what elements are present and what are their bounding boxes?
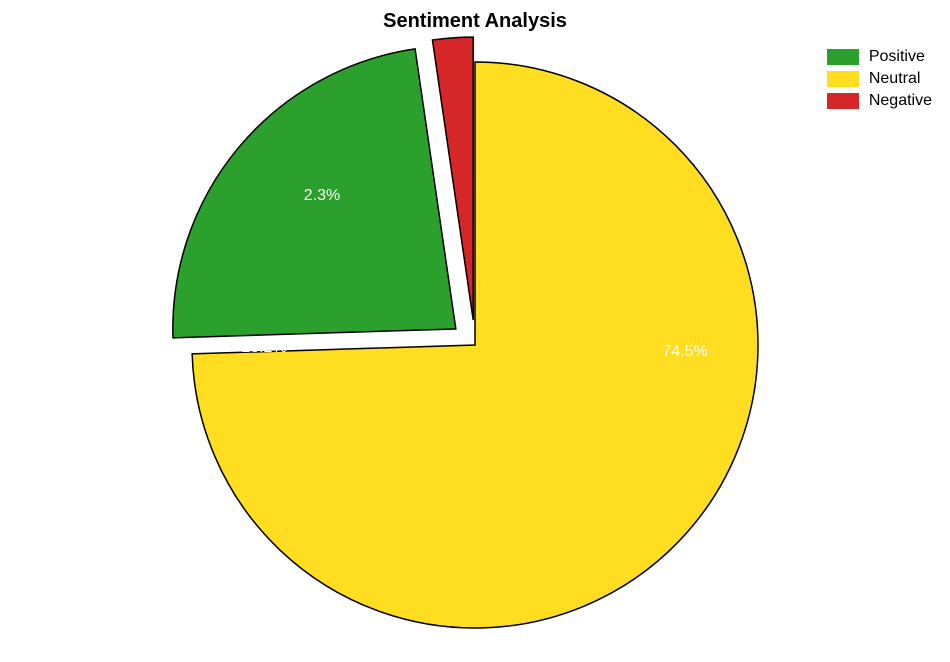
- legend-item-neutral: Neutral: [827, 70, 932, 88]
- legend-swatch: [827, 71, 859, 87]
- slice-label-positive: 23.2%: [241, 339, 286, 357]
- legend-item-negative: Negative: [827, 92, 932, 110]
- slice-label-negative: 2.3%: [304, 187, 340, 205]
- legend-swatch: [827, 93, 859, 109]
- slice-label-neutral: 74.5%: [662, 343, 707, 361]
- legend-item-positive: Positive: [827, 48, 932, 66]
- legend-label: Neutral: [869, 70, 921, 88]
- legend-label: Positive: [869, 48, 925, 66]
- legend-swatch: [827, 49, 859, 65]
- legend-label: Negative: [869, 92, 932, 110]
- legend: Positive Neutral Negative: [827, 48, 932, 114]
- pie-chart: [0, 0, 950, 662]
